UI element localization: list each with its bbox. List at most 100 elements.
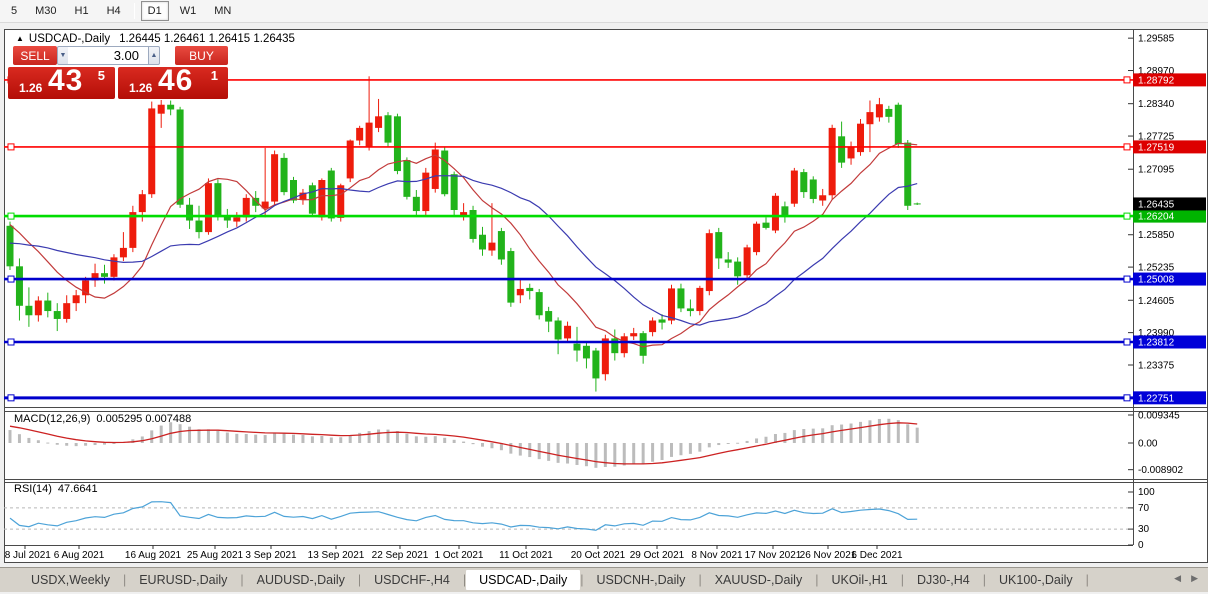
tab-separator: | [580,573,584,587]
chart-tab-uk100-daily[interactable]: UK100-,Daily [999,573,1073,587]
macd-histogram-bar [282,433,286,443]
macd-histogram-bar [103,443,106,445]
bear-candle [327,170,335,219]
macd-histogram-bar [859,421,862,443]
volume-input[interactable] [68,46,149,65]
bull-candle [743,247,751,276]
macd-histogram-bar [65,443,69,446]
sell-button[interactable]: SELL [13,46,57,65]
tab-separator: | [357,573,362,587]
price-badge-label: 1.27519 [1138,142,1175,153]
bear-candle [535,292,543,316]
bull-candle [601,338,609,375]
timeframe-button-5[interactable]: 5 [4,1,24,21]
sell-price-box[interactable]: 1.26 43 5 [8,64,115,99]
chart-tab-dj30-h4[interactable]: DJ30-,H4 [916,573,970,587]
macd-histogram-bar [755,438,759,443]
bull-candle [819,195,827,201]
macd-histogram-bar [594,443,598,468]
macd-histogram-bar [216,430,220,443]
macd-histogram-bar [811,428,815,443]
chart-tab-xauusd-daily[interactable]: XAUUSD-,Daily [714,573,803,587]
volume-increase-button[interactable]: ▲ [148,46,160,65]
collapse-triangle-icon[interactable]: ▲ [16,34,24,43]
level-handle[interactable] [1123,76,1131,84]
timeframe-button-M30[interactable]: M30 [28,1,63,21]
date-label: 8 Nov 2021 [691,550,743,561]
bull-candle [460,212,468,217]
bear-candle [639,333,647,356]
bear-candle [545,311,553,322]
level-handle[interactable] [7,212,15,220]
bear-candle [53,311,61,319]
timeframe-button-H4[interactable]: H4 [100,1,128,21]
macd-histogram-bar [717,443,721,446]
level-handle[interactable] [7,394,15,402]
price-tick-label: 1.27095 [1138,165,1175,176]
timeframe-button-MN[interactable]: MN [207,1,238,21]
chart-tab-audusd-daily[interactable]: AUDUSD-,Daily [256,573,345,587]
macd-histogram-bar [887,418,891,443]
bear-candle [913,203,921,205]
macd-histogram-bar [169,422,173,443]
timeframe-button-W1[interactable]: W1 [173,1,204,21]
bull-candle [857,123,864,153]
chart-tab-usdx-weekly[interactable]: USDX,Weekly [31,573,110,587]
bear-candle [658,319,666,323]
scroll-right-arrow-icon[interactable]: ▶ [1191,573,1198,583]
level-handle[interactable] [1123,275,1131,283]
level-handle[interactable] [7,275,15,283]
macd-histogram-bar [773,434,777,443]
level-handle[interactable] [1123,338,1131,346]
buy-price-box[interactable]: 1.26 46 1 [118,64,228,99]
level-handle[interactable] [1123,394,1131,402]
chart-tab-ukoil-h1[interactable]: UKOil-,H1 [831,573,888,587]
bear-candle [412,196,420,212]
macd-axis-label: -0.008902 [1138,465,1183,476]
macd-histogram-bar [707,443,711,448]
date-label: 13 Sep 2021 [308,550,365,561]
price-tick-label: 1.24605 [1138,296,1175,307]
bull-candle [138,194,146,213]
chart-tab-usdcnh-daily[interactable]: USDCNH-,Daily [596,573,686,587]
bear-candle [838,136,846,163]
price-badge [1133,140,1206,154]
date-label: 3 Sep 2021 [245,550,297,561]
level-handle[interactable] [1123,212,1131,220]
buy-button[interactable]: BUY [175,46,228,65]
macd-histogram-bar [726,443,730,444]
chart-tab-bar: USDX,Weekly | EURUSD-,Daily | AUDUSD-,Daily |… [0,567,1208,592]
bull-candle [119,247,127,258]
date-label: 16 Aug 2021 [125,550,182,561]
bear-candle [554,320,562,340]
chart-title: ▲ USDCAD-,Daily 1.26445 1.26461 1.26415 1.… [16,33,295,45]
bull-candle [299,192,307,200]
macd-histogram-bar [481,443,484,447]
macd-histogram-bar [244,434,248,443]
timeframe-button-H1[interactable]: H1 [68,1,96,21]
bull-candle [337,185,345,218]
bull-candle [91,273,99,281]
bull-candle [72,295,80,304]
bear-candle [469,210,477,239]
bull-candle [242,197,250,218]
trade-panel-top-row: SELL ▼ ▲ BUY [8,46,228,66]
tab-separator: | [1085,573,1089,587]
bear-candle [384,115,392,143]
price-tick-label: 1.23990 [1138,328,1175,339]
chart-tab-usdcad-daily[interactable]: USDCAD-,Daily [466,570,581,590]
macd-histogram-bar [367,431,371,443]
level-handle[interactable] [1123,143,1131,151]
timeframe-button-D1[interactable]: D1 [140,1,169,21]
chart-tab-eurusd-daily[interactable]: EURUSD-,Daily [139,573,228,587]
chart-tab-usdchf-h4[interactable]: USDCHF-,H4 [374,573,450,587]
macd-histogram-bar [358,432,362,443]
macd-histogram-bar [566,443,570,464]
scroll-left-arrow-icon[interactable]: ◀ [1174,573,1182,583]
macd-histogram-bar [424,436,428,443]
chart-canvas[interactable]: 1.29585 1.28970 1.28340 1.27725 1.27095 1.258… [4,29,1208,563]
price-badge-label: 1.25008 [1138,275,1175,286]
level-handle[interactable] [7,143,15,151]
level-handle[interactable] [7,338,15,346]
macd-histogram-bar [74,443,78,447]
